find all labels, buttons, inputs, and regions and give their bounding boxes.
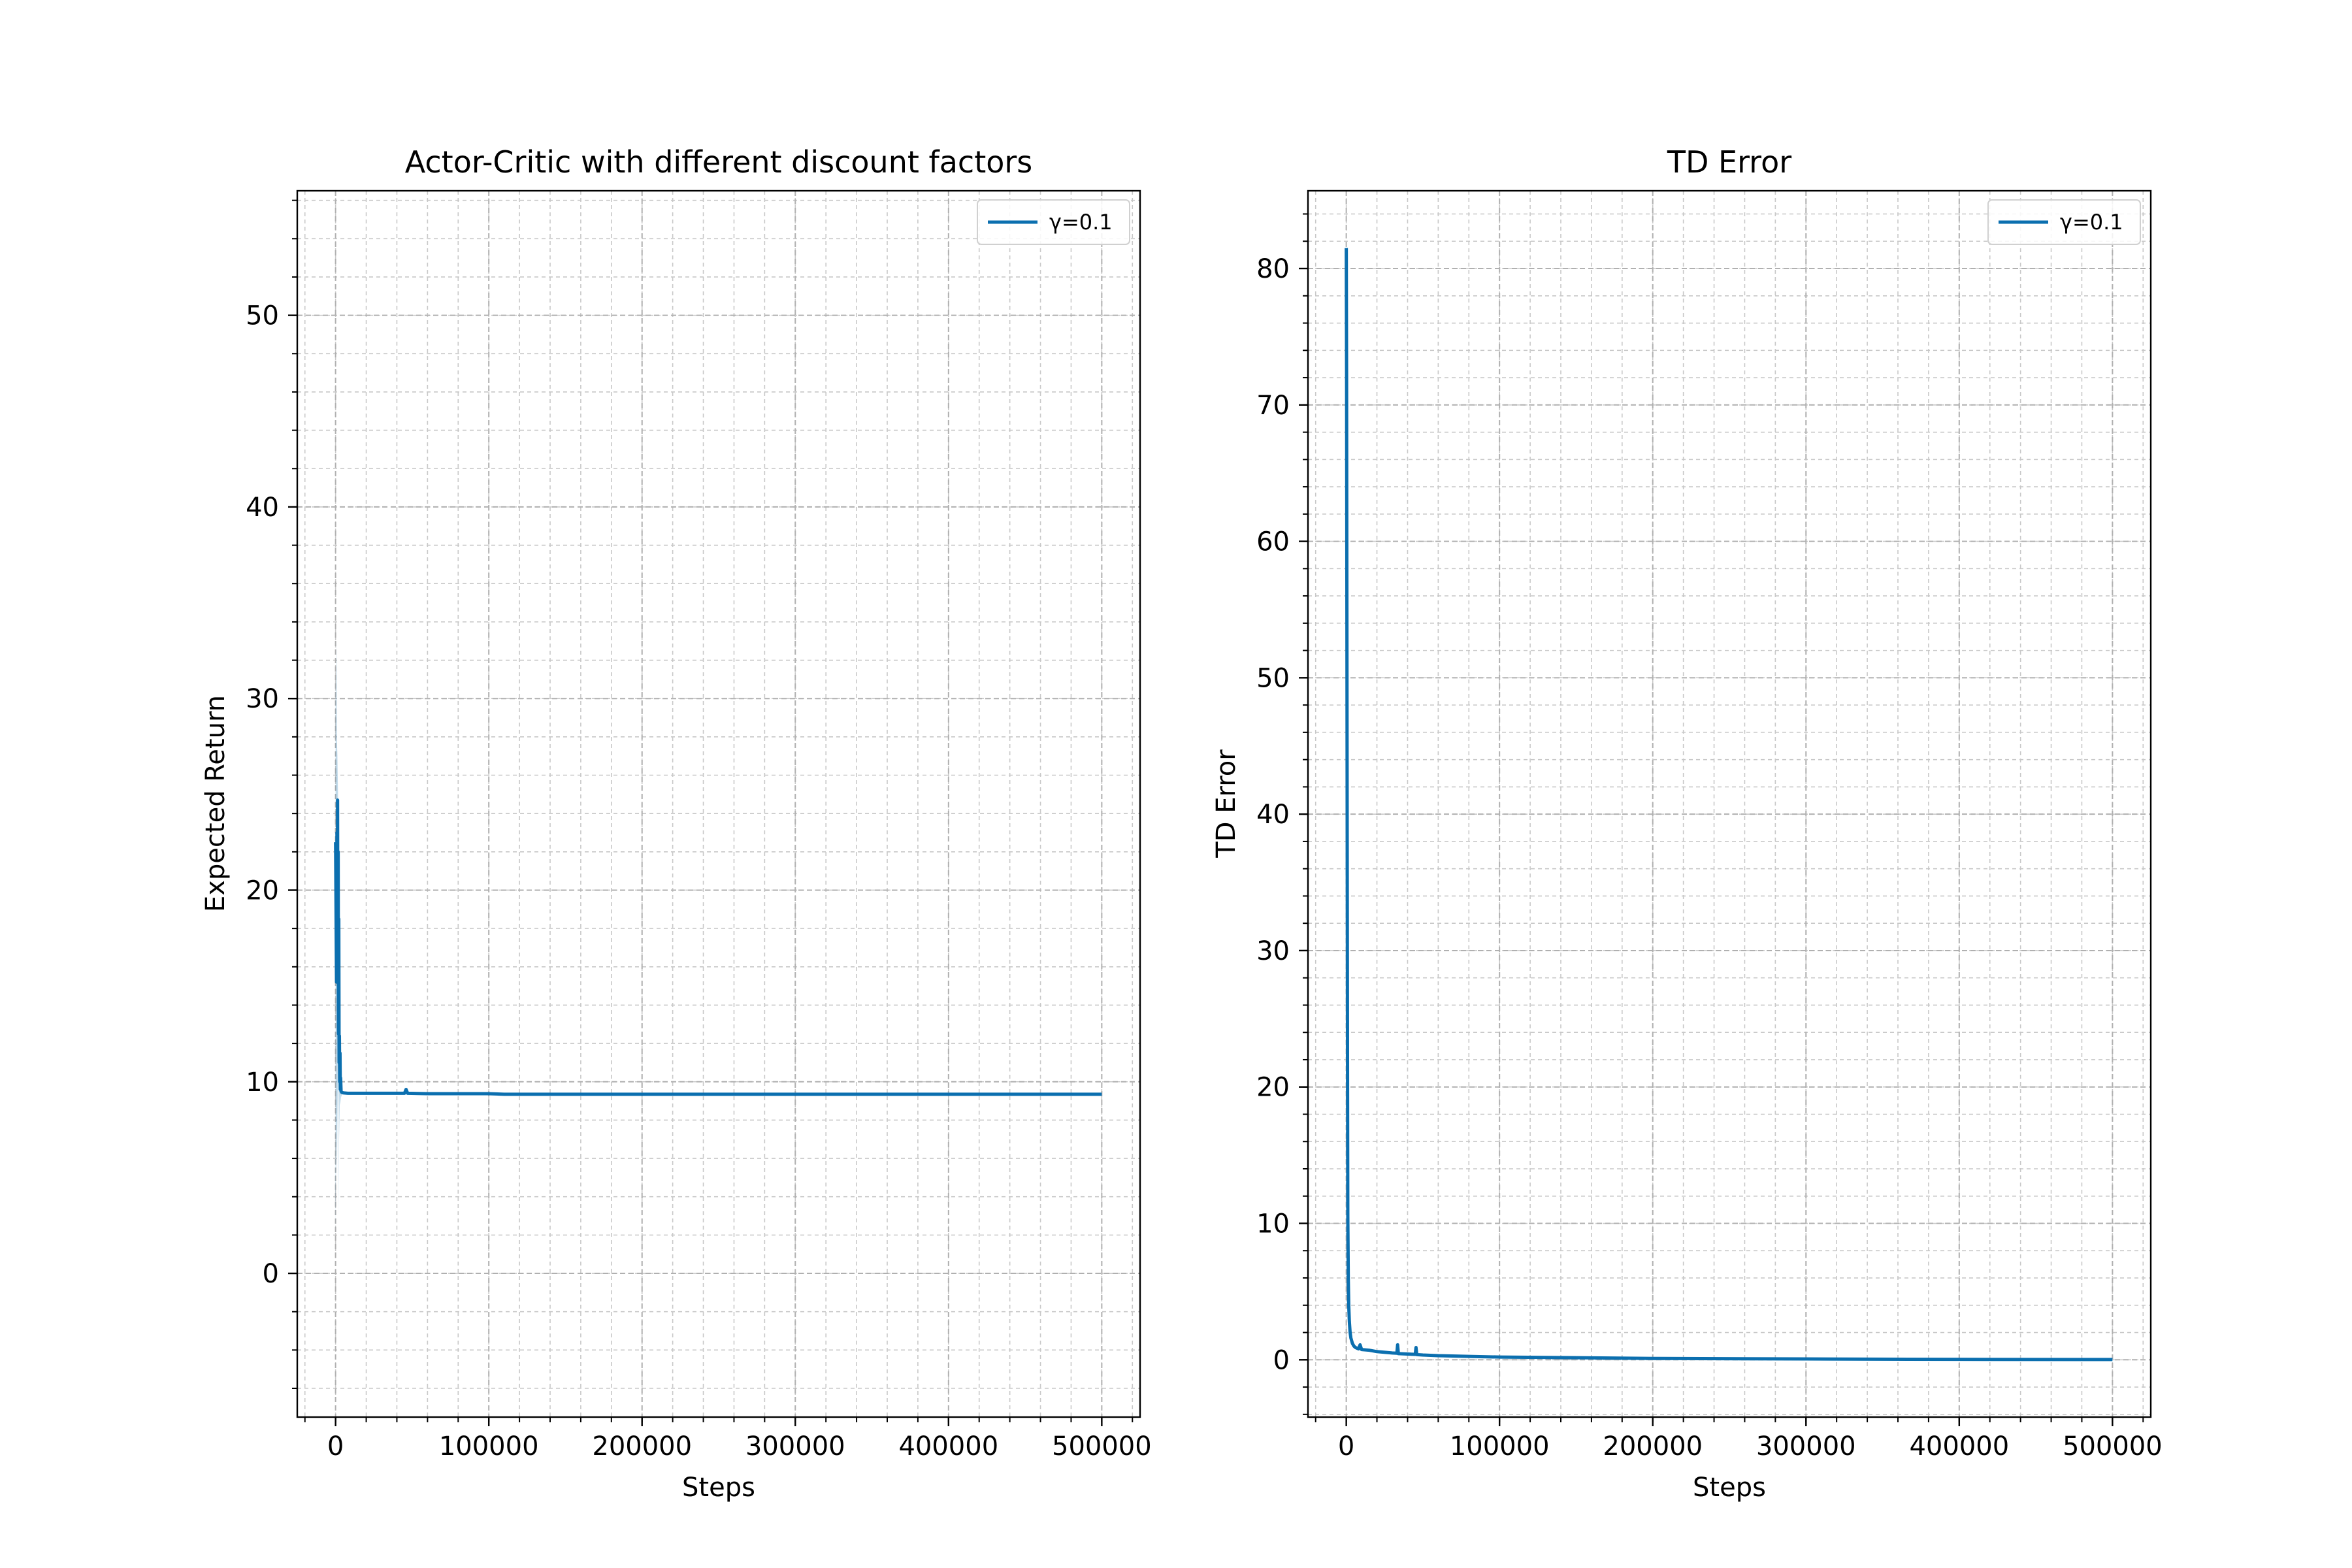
grid xyxy=(1308,191,2151,1417)
y-tick-label: 30 xyxy=(246,684,279,714)
y-tick-label: 20 xyxy=(1256,1073,1290,1103)
chart-title: Actor-Critic with different discount fac… xyxy=(405,144,1033,180)
x-tick-label: 300000 xyxy=(745,1431,845,1462)
x-tick-label: 0 xyxy=(327,1431,344,1462)
series-layer xyxy=(1345,248,2113,1362)
x-tick-label: 400000 xyxy=(898,1431,998,1462)
y-tick-label: 0 xyxy=(1273,1345,1290,1375)
x-axis-label: Steps xyxy=(1693,1473,1766,1503)
td-error-panel: 0 100000 200000 300000 400000 500000 0 10 20 30 40… xyxy=(1211,144,2163,1503)
series-line xyxy=(1345,248,2113,1362)
legend: γ=0.1 xyxy=(977,199,1130,245)
legend-box xyxy=(1987,199,2141,245)
y-tick-label: 40 xyxy=(1256,800,1290,830)
x-tick-label: 500000 xyxy=(2063,1431,2163,1462)
y-tick-label: 20 xyxy=(246,875,279,906)
x-axis-label: Steps xyxy=(682,1473,755,1503)
legend: γ=0.1 xyxy=(1987,199,2141,245)
grid xyxy=(297,191,1140,1417)
y-tick-label: 50 xyxy=(246,301,279,331)
y-axis-label: Expected Return xyxy=(201,695,231,912)
y-axis-label: TD Error xyxy=(1211,749,1241,858)
y-tick-label: 80 xyxy=(1256,254,1290,284)
plot-frame xyxy=(296,189,1141,1418)
y-tick-label: 10 xyxy=(246,1068,279,1098)
y-tick-label: 0 xyxy=(263,1259,279,1289)
x-tick-label: 100000 xyxy=(1450,1431,1550,1462)
legend-label: γ=0.1 xyxy=(1049,210,1113,235)
ticks: 0 100000 200000 300000 400000 500000 0 10 20 30 40… xyxy=(1256,213,2163,1462)
x-tick-label: 200000 xyxy=(1603,1431,1703,1462)
y-tick-label: 60 xyxy=(1256,527,1290,557)
y-tick-label: 30 xyxy=(1256,936,1290,966)
y-tick-label: 40 xyxy=(246,493,279,523)
x-tick-label: 400000 xyxy=(1909,1431,2009,1462)
y-tick-label: 70 xyxy=(1256,391,1290,421)
legend-box xyxy=(977,199,1130,245)
x-tick-label: 300000 xyxy=(1756,1431,1856,1462)
series-layer xyxy=(334,798,1102,1096)
legend-label: γ=0.1 xyxy=(2060,210,2123,235)
series-line xyxy=(334,798,1102,1096)
x-tick-label: 0 xyxy=(1338,1431,1354,1462)
y-tick-label: 50 xyxy=(1256,663,1290,693)
x-tick-label: 100000 xyxy=(439,1431,539,1462)
y-tick-label: 10 xyxy=(1256,1209,1290,1239)
x-tick-label: 500000 xyxy=(1052,1431,1152,1462)
x-tick-label: 200000 xyxy=(592,1431,692,1462)
plot-frame xyxy=(1307,189,2152,1418)
expected-return-panel: 0 100000 200000 300000 400000 500000 0 10 20 30 40… xyxy=(201,144,1152,1503)
ticks: 0 100000 200000 300000 400000 500000 0 10 20 30 40… xyxy=(246,199,1152,1462)
chart-title: TD Error xyxy=(1667,144,1791,180)
